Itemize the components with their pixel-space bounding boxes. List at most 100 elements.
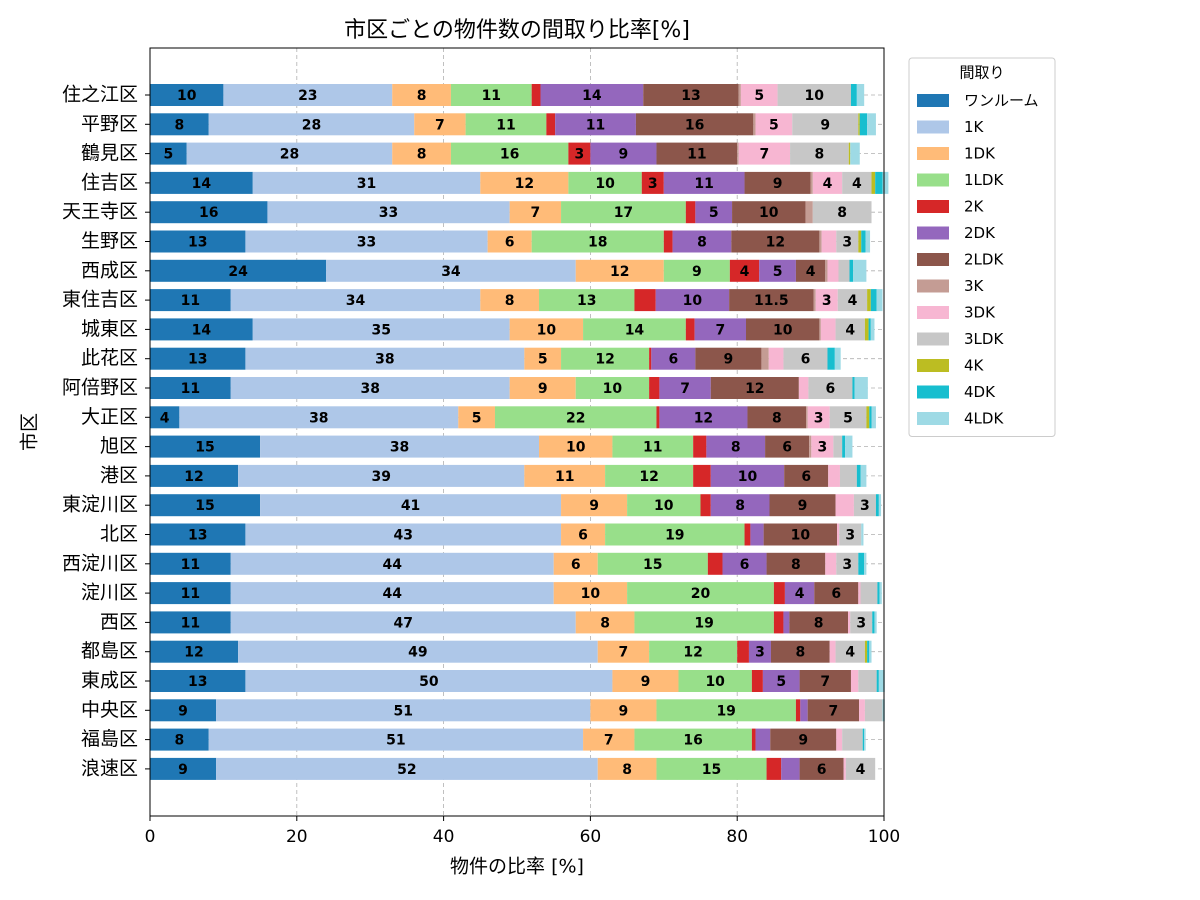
bar-segment xyxy=(656,406,660,429)
bar-segment xyxy=(186,142,393,165)
bar-segment xyxy=(835,318,865,341)
data-label: 12 xyxy=(683,645,702,661)
bar-segment xyxy=(864,699,883,722)
bar-segment xyxy=(150,494,261,517)
y-tick-label: 北区 xyxy=(100,523,138,545)
bar-segment xyxy=(837,289,868,312)
bar-segment xyxy=(575,259,664,282)
data-label: 4 xyxy=(740,264,750,280)
bar-segment xyxy=(555,113,636,136)
y-tick-label: 中央区 xyxy=(81,699,138,721)
x-tick-label: 80 xyxy=(726,827,748,847)
bar-segment xyxy=(795,259,826,282)
data-label: 11 xyxy=(482,88,501,104)
bar-segment xyxy=(678,670,752,692)
bar-segment xyxy=(811,435,834,458)
bar-segment xyxy=(150,171,253,194)
legend-swatch xyxy=(917,173,949,187)
y-tick-label: 天王寺区 xyxy=(62,201,138,223)
data-label: 28 xyxy=(302,117,321,133)
bar-segment xyxy=(819,318,821,341)
data-label: 51 xyxy=(393,703,412,719)
legend-swatch xyxy=(917,94,949,107)
data-label: 15 xyxy=(702,762,721,778)
bar-segment xyxy=(836,728,843,751)
bar-segment xyxy=(539,435,613,458)
bar-segment xyxy=(659,406,748,429)
bar-segment xyxy=(710,494,770,517)
data-label: 7 xyxy=(619,645,629,661)
bar-segment xyxy=(864,728,866,751)
bar-segment xyxy=(597,552,708,575)
bar-segment xyxy=(561,201,686,224)
bar-segment xyxy=(150,640,239,663)
legend-label: 3LDK xyxy=(964,330,1004,348)
data-label: 4 xyxy=(845,322,855,338)
legend-label: 4LDK xyxy=(964,410,1004,428)
bar-segment xyxy=(837,523,840,546)
data-label: 10 xyxy=(595,176,615,192)
bar-segment xyxy=(553,552,598,575)
data-label: 39 xyxy=(371,469,390,485)
data-label: 3 xyxy=(755,645,765,661)
data-label: 12 xyxy=(595,352,614,368)
data-label: 8 xyxy=(815,147,825,163)
data-label: 8 xyxy=(417,88,427,104)
bar-segment xyxy=(737,640,749,663)
bar-segment xyxy=(208,113,415,136)
bar-segment xyxy=(546,113,556,136)
bar-segment xyxy=(685,201,696,224)
data-label: 12 xyxy=(184,469,203,485)
data-label: 10 xyxy=(581,586,601,602)
bar-segment xyxy=(860,582,878,605)
data-label: 11 xyxy=(643,440,662,456)
bar-segment xyxy=(853,494,876,517)
data-label: 9 xyxy=(798,733,808,749)
bar-segment xyxy=(759,259,796,282)
bar-segment xyxy=(798,377,809,399)
data-label: 28 xyxy=(280,147,299,163)
data-label: 5 xyxy=(472,410,482,426)
bar-segment xyxy=(531,84,541,106)
bar-segment xyxy=(827,259,839,282)
data-label: 10 xyxy=(705,674,725,690)
bar-segment xyxy=(150,84,224,106)
bar-segment xyxy=(807,406,830,429)
bar-segment xyxy=(230,611,576,634)
bar-segment xyxy=(245,347,525,370)
bar-segment xyxy=(480,289,540,312)
bar-segment xyxy=(870,289,877,312)
bar-segment xyxy=(710,464,785,487)
bar-segment xyxy=(450,142,569,165)
bar-segment xyxy=(867,289,871,312)
bar-segment xyxy=(766,757,782,780)
legend-label: 1K xyxy=(964,118,985,136)
data-label: 3 xyxy=(822,293,832,309)
data-label: 12 xyxy=(694,410,713,426)
data-label: 3 xyxy=(814,410,824,426)
bar-segment xyxy=(829,406,867,429)
data-label: 10 xyxy=(603,381,623,397)
data-label: 13 xyxy=(188,674,207,690)
data-label: 8 xyxy=(837,205,847,221)
data-label: 14 xyxy=(192,176,212,192)
data-label: 7 xyxy=(680,381,690,397)
data-label: 34 xyxy=(346,293,366,309)
data-label: 4 xyxy=(845,645,855,661)
bar-segment xyxy=(706,435,766,458)
y-tick-label: 福島区 xyxy=(81,728,138,750)
bar-segment xyxy=(751,670,763,692)
data-label: 6 xyxy=(801,469,811,485)
bar-segment xyxy=(856,84,865,106)
data-label: 44 xyxy=(382,557,402,573)
data-label: 35 xyxy=(371,322,390,338)
data-label: 16 xyxy=(500,147,519,163)
bar-segment xyxy=(808,377,853,399)
bar-segment xyxy=(825,552,837,575)
data-label: 23 xyxy=(298,88,317,104)
bar-segment xyxy=(869,640,872,663)
data-label: 7 xyxy=(435,117,445,133)
bar-segment xyxy=(878,494,882,517)
data-label: 11.5 xyxy=(754,293,789,309)
legend-swatch xyxy=(917,306,949,319)
